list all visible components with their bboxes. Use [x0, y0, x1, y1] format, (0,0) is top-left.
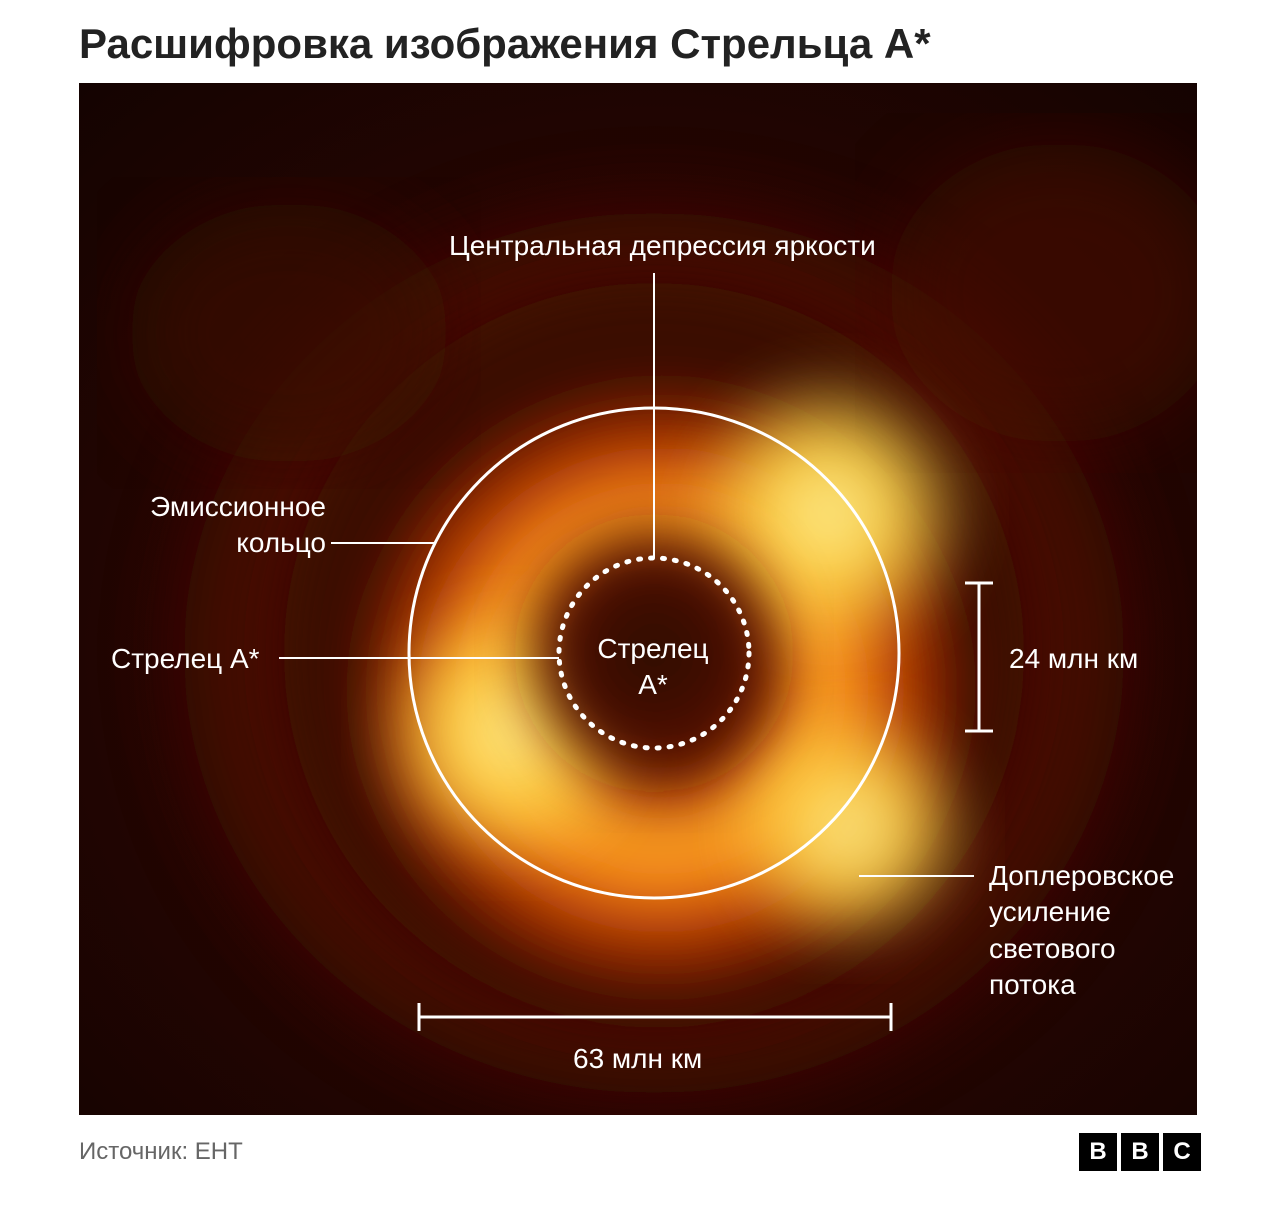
horizontal-scale-bar [419, 1003, 891, 1031]
footer: Источник: EHT B B C [79, 1115, 1201, 1201]
logo-letter: C [1163, 1133, 1201, 1171]
label-sgra-left: Стрелец A* [111, 641, 260, 677]
vertical-scale-bar [965, 583, 993, 731]
label-sgra-center: Стрелец A* [594, 631, 712, 704]
bbc-logo: B B C [1079, 1133, 1201, 1171]
source-text: Источник: EHT [79, 1138, 243, 1166]
page-title: Расшифровка изображения Стрельца A* [79, 0, 1201, 83]
label-center-depression: Центральная депрессия яркости [449, 228, 876, 264]
label-scale-vertical: 24 млн км [1009, 641, 1138, 677]
logo-letter: B [1079, 1133, 1117, 1171]
label-scale-horizontal: 63 млн км [573, 1041, 702, 1077]
label-emission-ring: Эмиссионное кольцо [111, 489, 326, 562]
logo-letter: B [1121, 1133, 1159, 1171]
diagram-frame: Центральная депрессия яркости Эмиссионно… [79, 83, 1197, 1115]
label-doppler: Доплеровское усиление светового потока [989, 858, 1194, 1004]
